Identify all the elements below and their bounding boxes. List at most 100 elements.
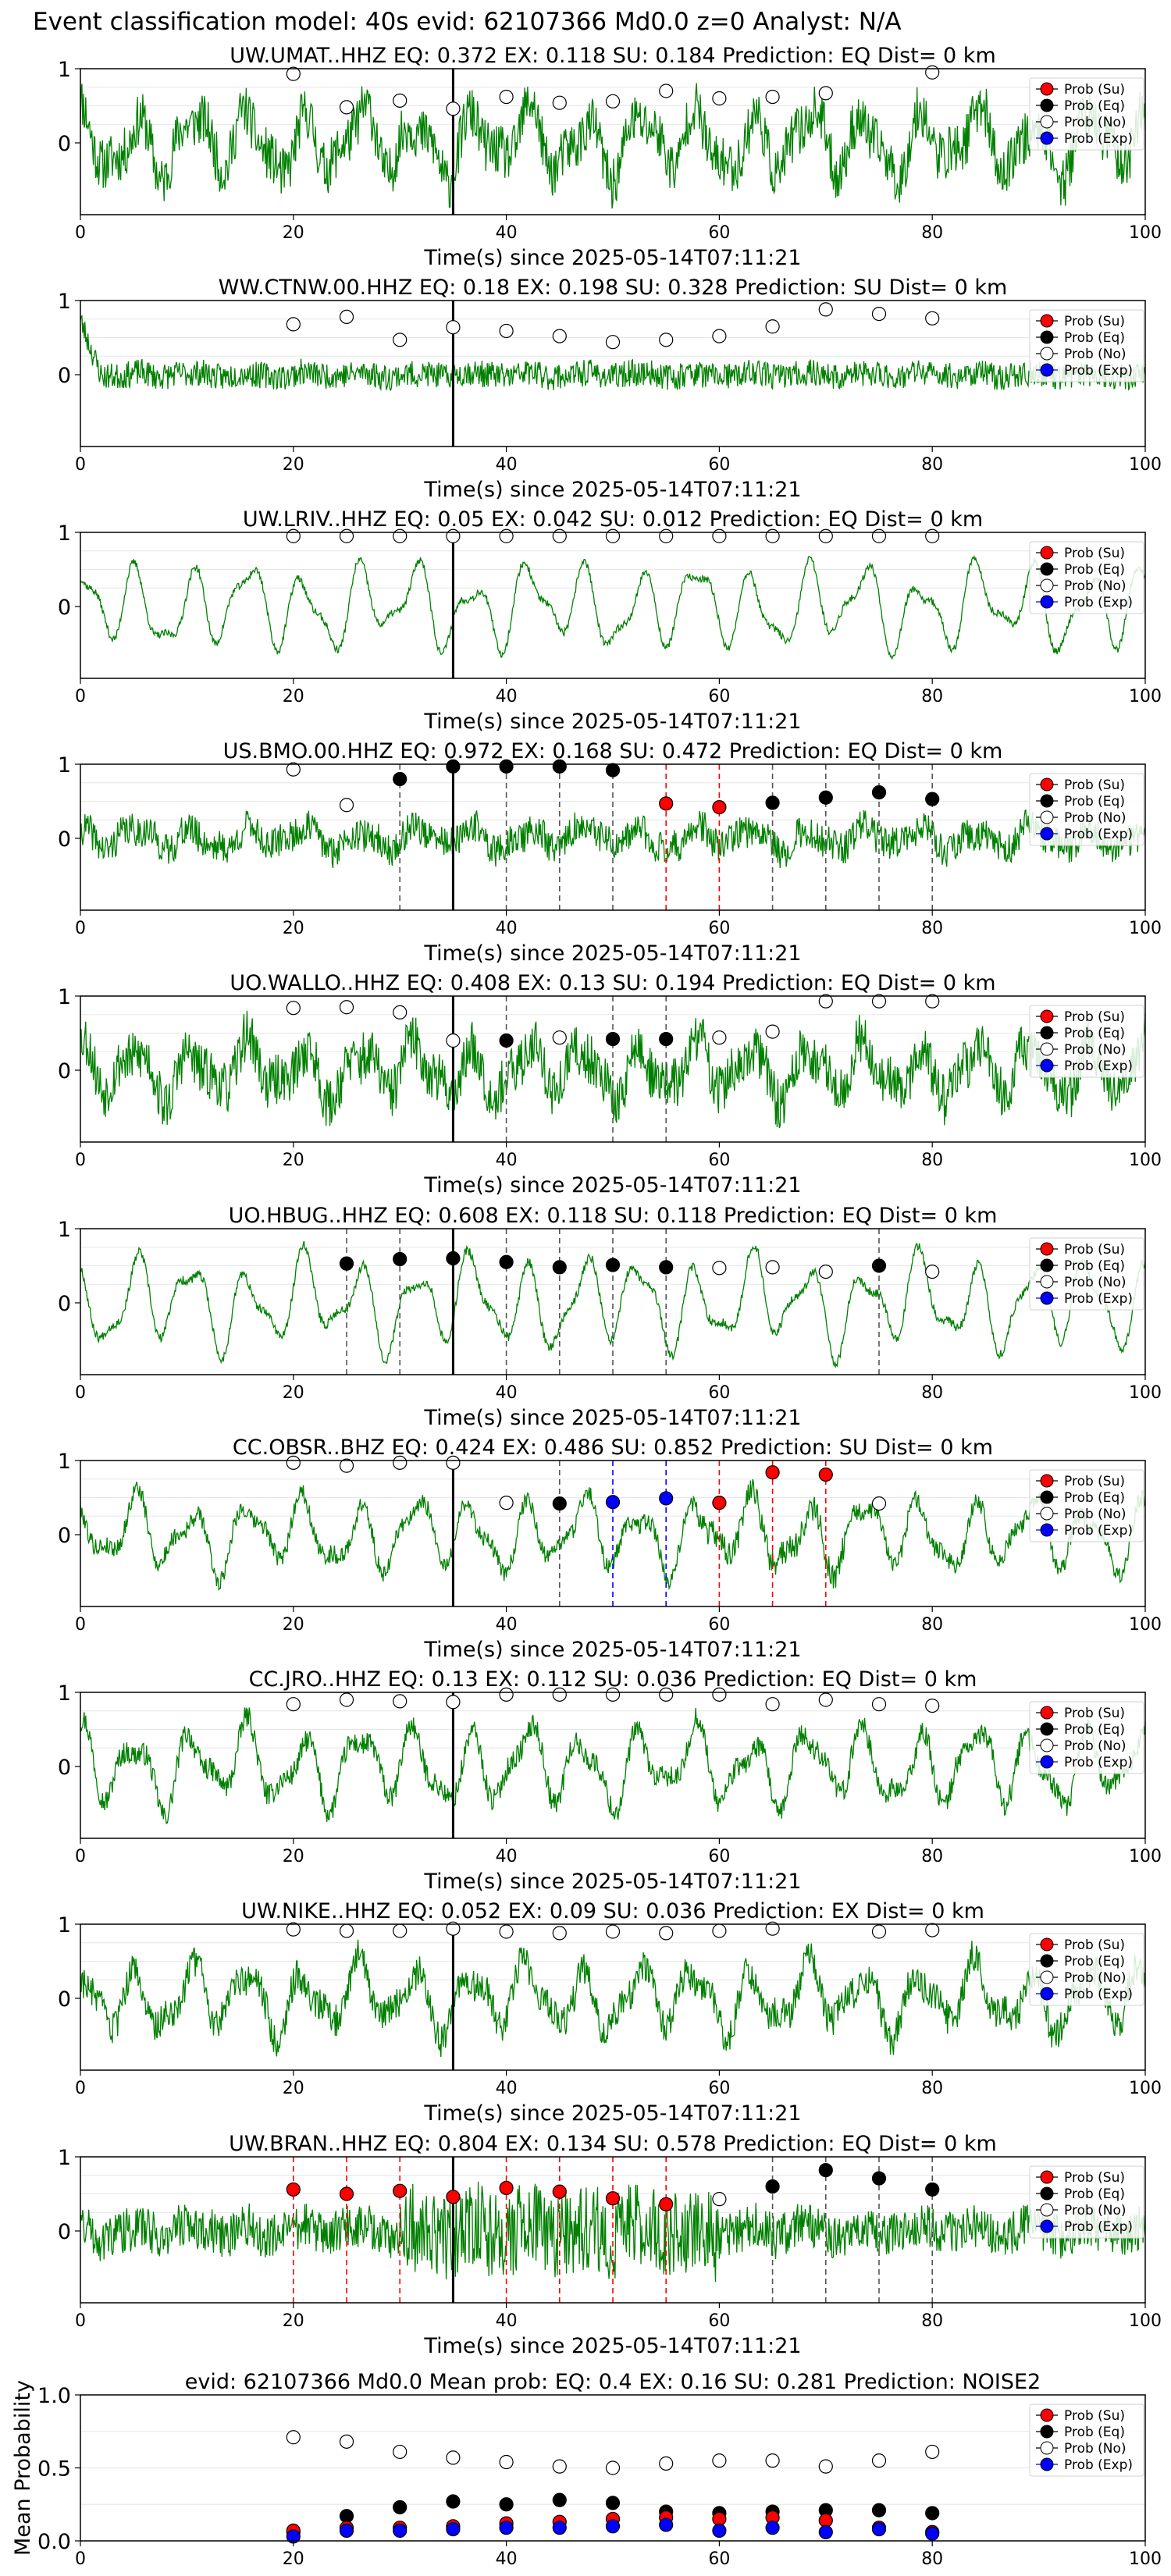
axes-frame bbox=[80, 1692, 1146, 1839]
legend-box bbox=[1029, 2165, 1144, 2239]
legend-label-no: Prob (No) bbox=[1064, 1738, 1127, 1754]
prob-point-no bbox=[499, 89, 514, 105]
legend-marker-eq bbox=[1040, 1722, 1054, 1736]
prob-point-no bbox=[393, 2444, 408, 2460]
legend-marker-exp bbox=[1040, 2219, 1054, 2233]
legend-label-eq: Prob (Eq) bbox=[1064, 1258, 1125, 1274]
legend-marker-no bbox=[1040, 115, 1054, 129]
prob-point-no bbox=[765, 1024, 780, 1039]
x-tick-label: 40 bbox=[496, 919, 518, 938]
y-tick-label: 1 bbox=[58, 58, 71, 82]
prob-point-eq bbox=[605, 1258, 621, 1272]
prob-point-exp bbox=[659, 2517, 674, 2532]
x-tick-label: 40 bbox=[496, 2311, 518, 2331]
legend-marker-su bbox=[1040, 314, 1054, 328]
prob-point-no bbox=[659, 2456, 674, 2471]
prob-point-eq bbox=[393, 771, 408, 787]
prob-point-no bbox=[552, 1687, 567, 1702]
panel-2: WW.CTNW.00.HHZ EQ: 0.18 EX: 0.198 SU: 0.… bbox=[58, 276, 1162, 502]
legend-marker-eq bbox=[1040, 1258, 1054, 1272]
prob-point-no bbox=[605, 2460, 621, 2475]
prob-point-no bbox=[818, 2459, 833, 2474]
legend-label-exp: Prob (Exp) bbox=[1064, 1987, 1133, 2002]
legend-marker-eq bbox=[1040, 98, 1054, 112]
panel-title: UW.NIKE..HHZ EQ: 0.052 EX: 0.09 SU: 0.03… bbox=[241, 1899, 984, 1923]
prob-point-no bbox=[925, 311, 940, 326]
prob-point-eq bbox=[925, 792, 940, 806]
prob-point-eq bbox=[499, 2497, 514, 2512]
prob-point-eq bbox=[552, 2492, 567, 2507]
x-tick-label: 60 bbox=[708, 223, 730, 243]
legend-label-eq: Prob (Eq) bbox=[1064, 1722, 1125, 1738]
legend-label-no: Prob (No) bbox=[1064, 1275, 1127, 1290]
x-tick-label: 20 bbox=[283, 2311, 304, 2331]
prob-point-no bbox=[446, 2450, 461, 2465]
x-tick-label: 0 bbox=[75, 919, 86, 938]
prob-point-no bbox=[552, 2459, 567, 2474]
prob-point-exp bbox=[446, 2521, 461, 2537]
prob-point-no bbox=[712, 528, 727, 543]
prob-point-no bbox=[339, 309, 354, 324]
x-axis-label: Time(s) since 2025-05-14T07:11:21 bbox=[423, 2334, 801, 2358]
y-tick-label: 0.0 bbox=[37, 2530, 71, 2554]
legend-label-su: Prob (Su) bbox=[1064, 1242, 1125, 1258]
x-tick-label: 20 bbox=[283, 2079, 304, 2098]
x-axis-label: Time(s) since 2025-05-14T07:11:21 bbox=[423, 710, 801, 734]
panel-9: UW.NIKE..HHZ EQ: 0.052 EX: 0.09 SU: 0.03… bbox=[58, 1899, 1162, 2126]
prob-point-no bbox=[659, 528, 674, 543]
legend-label-no: Prob (No) bbox=[1064, 1507, 1127, 1522]
prob-point-no bbox=[339, 798, 354, 813]
prob-point-no bbox=[286, 2430, 301, 2445]
legend-label-exp: Prob (Exp) bbox=[1064, 2457, 1133, 2473]
x-axis-label: Time(s) since 2025-05-14T07:11:21 bbox=[423, 941, 801, 966]
legend-label-eq: Prob (Eq) bbox=[1064, 562, 1125, 578]
prob-point-no bbox=[339, 1000, 354, 1015]
prob-point-no bbox=[818, 302, 833, 317]
x-tick-label: 0 bbox=[75, 2079, 86, 2098]
prob-point-eq bbox=[765, 2179, 780, 2194]
legend-marker-no bbox=[1040, 1275, 1054, 1289]
legend-marker-eq bbox=[1040, 2186, 1054, 2201]
prob-point-exp bbox=[712, 2523, 727, 2539]
prob-point-no bbox=[871, 1924, 887, 1939]
legend-marker-no bbox=[1040, 1970, 1054, 1984]
prob-point-no bbox=[339, 1923, 354, 1938]
x-tick-label: 0 bbox=[75, 2549, 86, 2569]
y-tick-label: 0 bbox=[58, 1756, 71, 1780]
panel-10: UW.BRAN..HHZ EQ: 0.804 EX: 0.134 SU: 0.5… bbox=[58, 2132, 1162, 2358]
prob-point-no bbox=[605, 335, 621, 350]
prob-point-no bbox=[393, 1694, 408, 1709]
legend-label-su: Prob (Su) bbox=[1064, 546, 1125, 561]
prob-point-no bbox=[925, 994, 940, 1009]
legend-marker-exp bbox=[1040, 1755, 1054, 1769]
prob-point-eq bbox=[925, 2182, 940, 2197]
x-tick-label: 0 bbox=[75, 1615, 86, 1635]
axes-frame bbox=[80, 995, 1146, 1143]
panel-3: UW.LRIV..HHZ EQ: 0.05 EX: 0.042 SU: 0.01… bbox=[58, 507, 1162, 734]
legend-label-su: Prob (Su) bbox=[1064, 2170, 1125, 2186]
prob-point-eq bbox=[871, 1258, 887, 1273]
prob-point-no bbox=[499, 1496, 514, 1510]
prob-point-no bbox=[499, 528, 514, 543]
prob-point-no bbox=[286, 317, 301, 332]
legend-marker-exp bbox=[1040, 1059, 1054, 1073]
panel-8: CC.JRO..HHZ EQ: 0.13 EX: 0.112 SU: 0.036… bbox=[58, 1667, 1162, 1894]
prob-point-eq bbox=[605, 1031, 621, 1047]
legend-box bbox=[1029, 309, 1144, 382]
prob-point-no bbox=[659, 84, 674, 98]
x-tick-label: 0 bbox=[75, 1151, 86, 1170]
x-tick-label: 100 bbox=[1129, 1151, 1162, 1170]
legend-marker-no bbox=[1040, 2441, 1054, 2455]
legend-marker-eq bbox=[1040, 1026, 1054, 1040]
x-tick-label: 100 bbox=[1129, 455, 1162, 475]
prob-point-no bbox=[446, 1921, 461, 1936]
prob-point-su bbox=[393, 2183, 408, 2198]
panel-4: US.BMO.00.HHZ EQ: 0.972 EX: 0.168 SU: 0.… bbox=[58, 739, 1162, 966]
prob-point-no bbox=[286, 528, 301, 543]
prob-point-su bbox=[552, 2184, 567, 2199]
prob-point-eq bbox=[499, 1033, 514, 1048]
prob-point-no bbox=[765, 319, 780, 334]
x-axis-label: Time(s) since 2025-05-14T07:11:21 bbox=[423, 1870, 801, 1894]
legend-label-su: Prob (Su) bbox=[1064, 314, 1125, 329]
legend-marker-exp bbox=[1040, 1291, 1054, 1305]
